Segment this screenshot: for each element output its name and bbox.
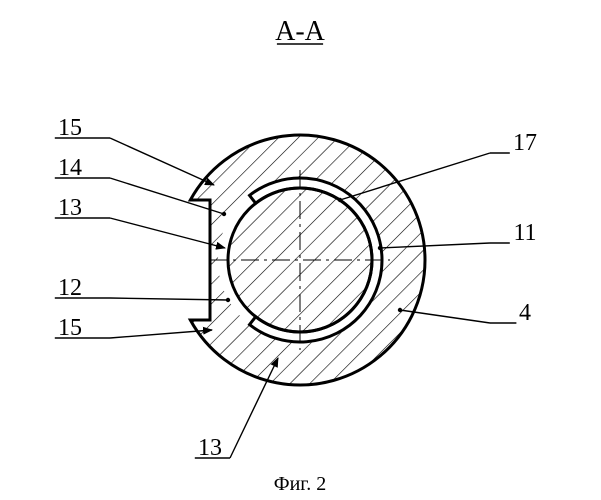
callout-number: 4 — [519, 300, 531, 326]
callout-number: 13 — [58, 195, 82, 221]
callout-number: 13 — [198, 435, 222, 461]
callout-leader — [110, 330, 212, 338]
callout-leader — [110, 138, 214, 185]
callout-number: 15 — [58, 315, 82, 341]
callout-number: 14 — [58, 155, 82, 181]
callout-leader — [400, 310, 490, 323]
callout-number: 17 — [513, 130, 537, 156]
callout-leader — [110, 218, 225, 248]
section-title-text: A-A — [275, 16, 326, 47]
callout-number: 12 — [58, 275, 82, 301]
callout-number: 15 — [58, 115, 82, 141]
section-title: A-A — [275, 16, 326, 47]
callout-number: 11 — [513, 220, 536, 246]
figure-svg: A-A 15 14 13 12 15 13 17 11 4 Фиг. 2 — [0, 0, 601, 500]
figure-caption: Фиг. 2 — [274, 473, 326, 495]
